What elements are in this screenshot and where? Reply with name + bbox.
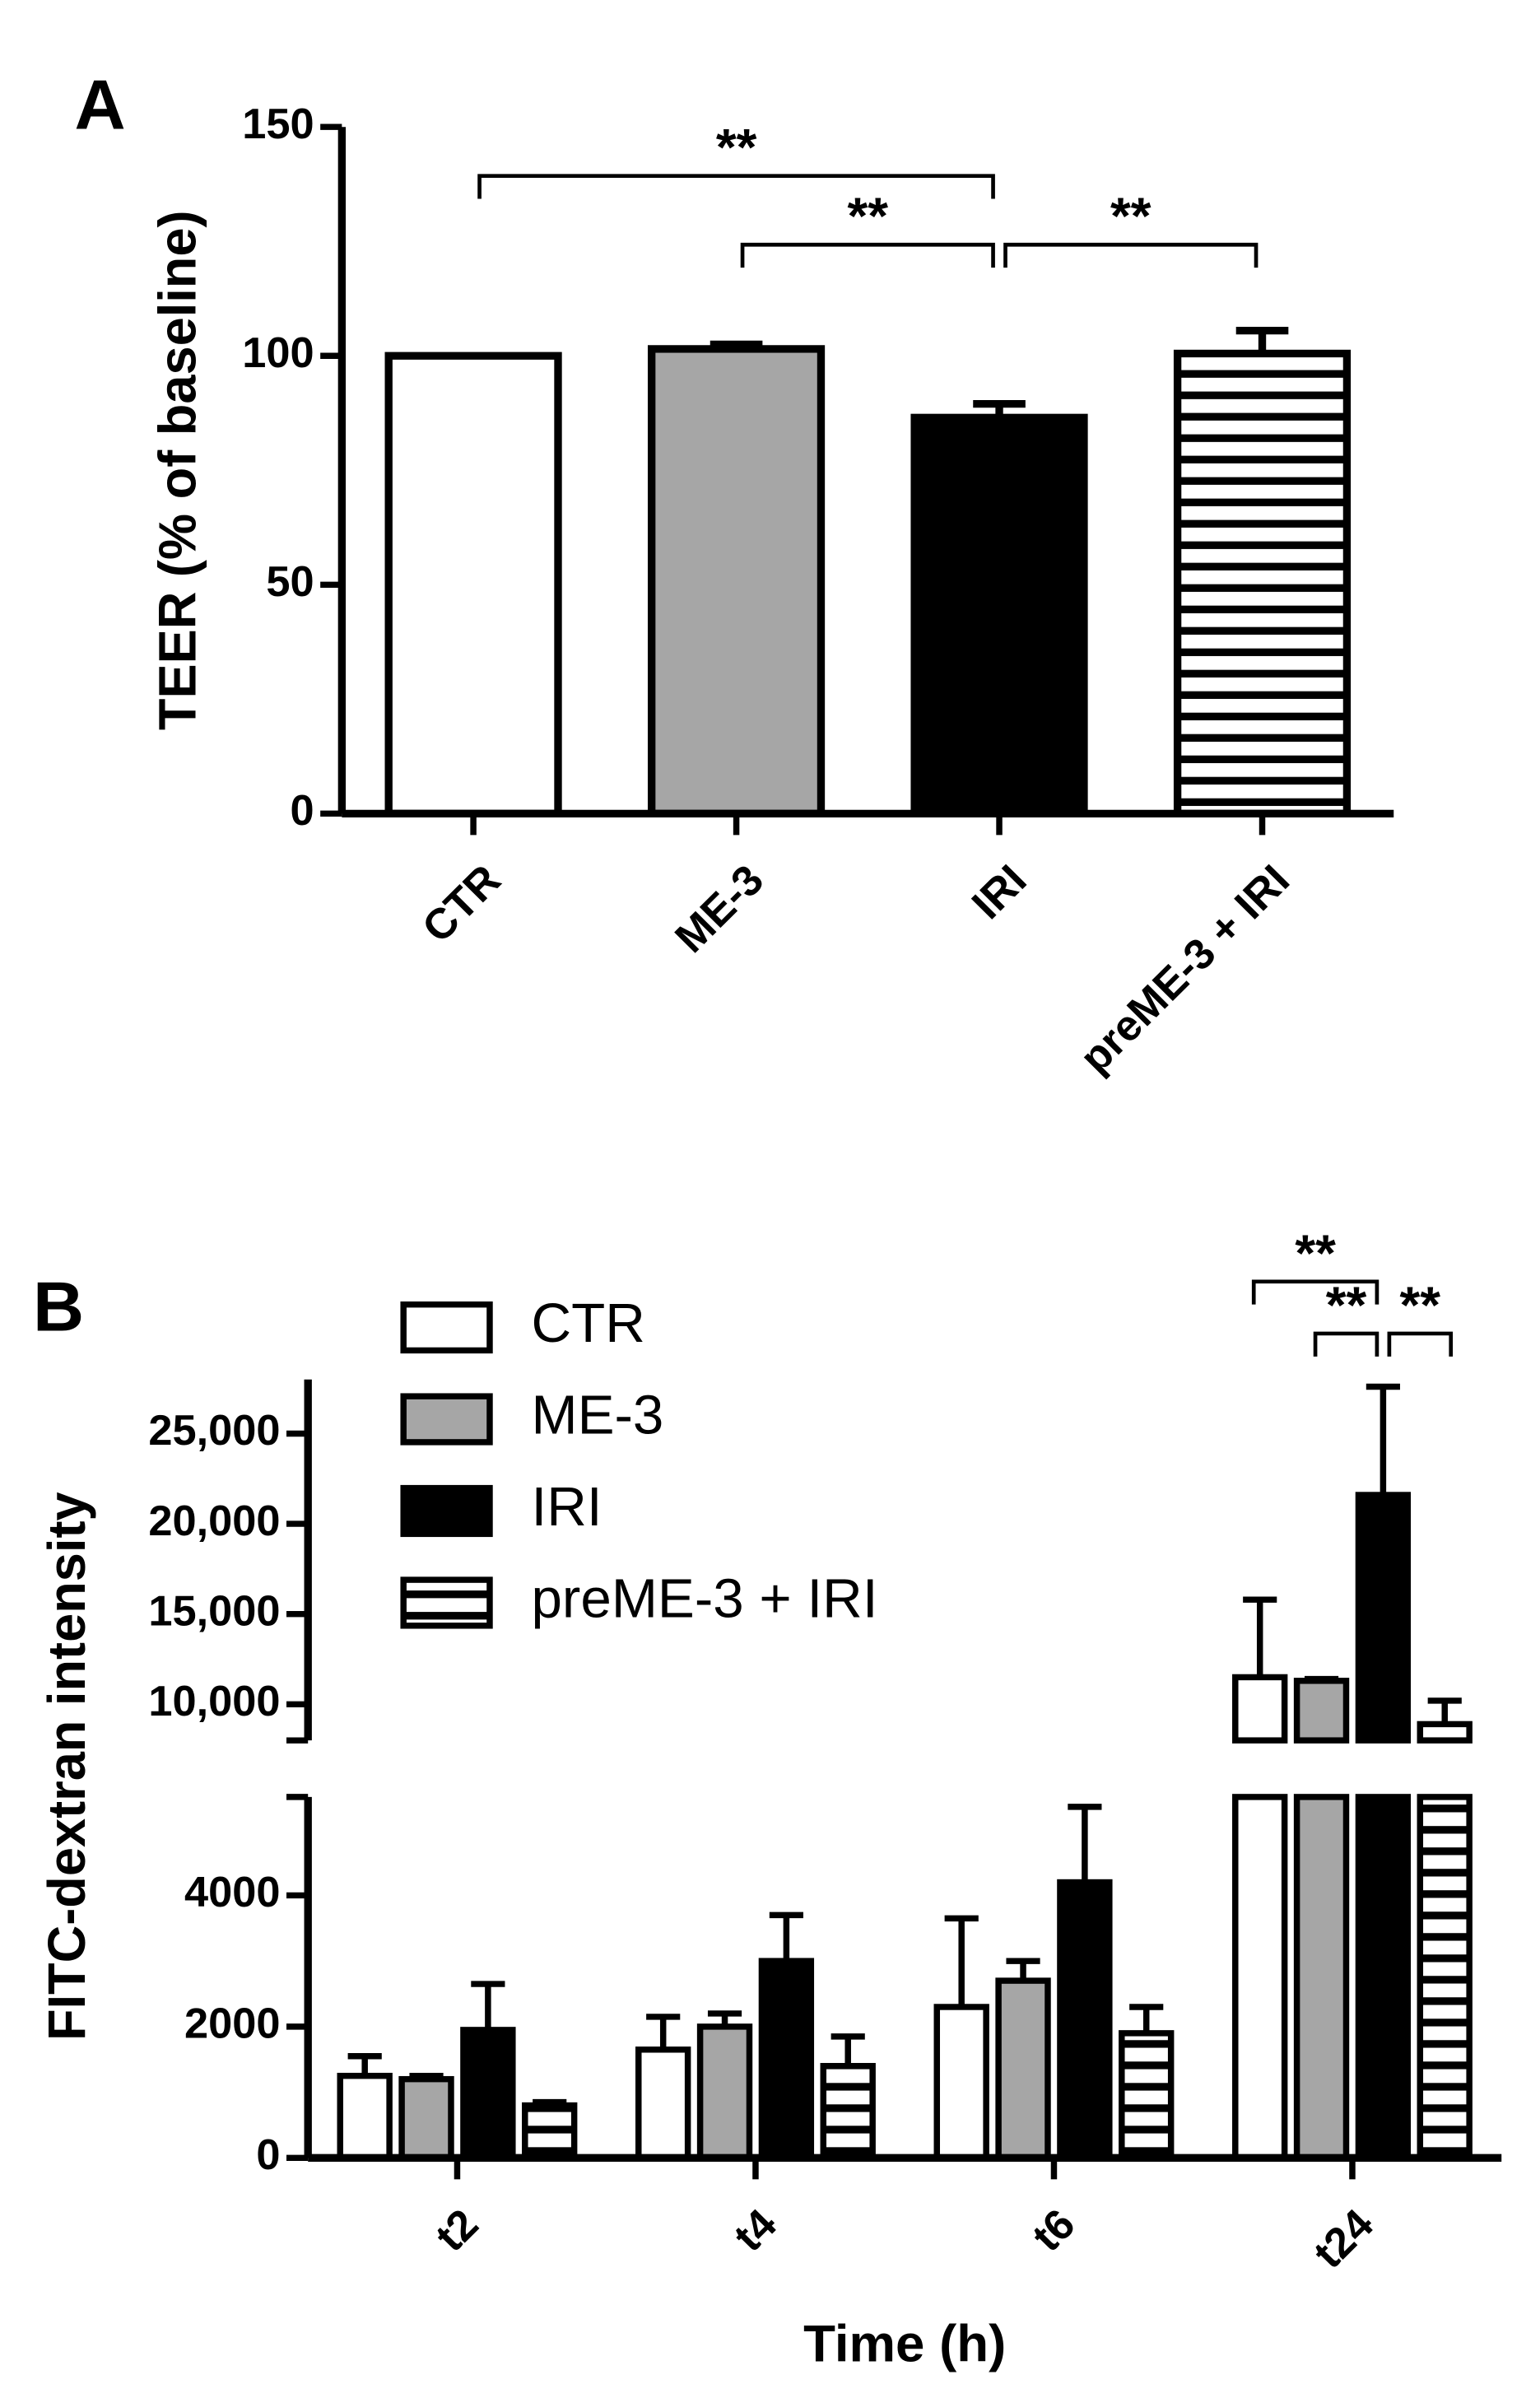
legend-label: IRI	[531, 1476, 602, 1538]
y-axis-label: FITC-dextran intensity	[39, 1492, 96, 2041]
y-tick-label: 2000	[184, 2000, 281, 2048]
x-tick-label: t24	[1305, 2200, 1383, 2278]
legend-label: ME-3	[531, 1385, 663, 1446]
significance-bracket	[1313, 1331, 1379, 1357]
y-tick-label: 20,000	[148, 1497, 280, 1545]
legend-swatch	[400, 1576, 493, 1629]
x-tick-label: t4	[725, 2200, 786, 2261]
significance-bracket	[1387, 1331, 1454, 1357]
y-tick-label: 0	[291, 787, 314, 835]
bar-upper	[1293, 1678, 1350, 1744]
bar	[1119, 2030, 1175, 2162]
significance-label: **	[716, 119, 757, 177]
legend-swatch	[400, 1301, 493, 1354]
bar	[1057, 1879, 1113, 2162]
significance-bracket	[477, 174, 995, 199]
legend-label: preME-3 + IRI	[531, 1568, 877, 1630]
bar	[647, 345, 826, 817]
panel-label: B	[33, 1268, 84, 1347]
legend-label: CTR	[531, 1292, 644, 1354]
y-tick-label: 0	[256, 2131, 280, 2179]
y-tick-label: 50	[266, 558, 314, 606]
legend-swatch	[400, 1484, 493, 1538]
legend-swatch	[400, 1393, 493, 1446]
significance-label: **	[1326, 1277, 1367, 1334]
bar	[910, 413, 1088, 817]
bar	[758, 1958, 815, 2162]
bar-upper	[1355, 1492, 1412, 1744]
bar	[933, 2004, 989, 2162]
x-tick-label: ME-3	[666, 856, 773, 962]
y-tick-label: 150	[242, 100, 314, 148]
bar	[820, 2063, 876, 2162]
x-tick-label: IRI	[963, 856, 1035, 929]
x-axis-label: Time (h)	[803, 2316, 1006, 2373]
significance-label: **	[1295, 1225, 1336, 1283]
bar	[696, 2023, 753, 2162]
y-tick-label: 100	[242, 329, 314, 377]
bar-upper	[1417, 1721, 1473, 1744]
y-tick-label: 25,000	[148, 1407, 280, 1455]
bar	[337, 2072, 393, 2162]
bar-upper	[1232, 1674, 1288, 1744]
x-tick-label: preME-3 + IRI	[1071, 856, 1299, 1083]
bar	[384, 352, 562, 817]
y-axis-label: TEER (% of baseline)	[149, 210, 207, 730]
y-tick-label: 15,000	[148, 1588, 280, 1636]
x-tick-label: t6	[1023, 2200, 1084, 2261]
x-tick-label: t2	[426, 2200, 487, 2261]
significance-label: **	[1400, 1277, 1441, 1334]
bar	[635, 2046, 691, 2162]
significance-label: **	[1110, 188, 1152, 245]
panel-label: A	[75, 66, 126, 145]
bar	[995, 1977, 1051, 2162]
bar	[398, 2075, 454, 2162]
bar	[1293, 1794, 1350, 2162]
bar	[522, 2102, 578, 2162]
x-tick-label: CTR	[413, 856, 509, 952]
significance-bracket	[1003, 242, 1259, 268]
significance-bracket	[740, 242, 995, 268]
bar	[1417, 1794, 1473, 2162]
y-tick-label: 4000	[184, 1869, 281, 1916]
bar	[460, 2027, 516, 2162]
bar	[1355, 1794, 1412, 2162]
significance-bracket	[1251, 1279, 1379, 1305]
bar	[1173, 349, 1352, 817]
significance-label: **	[848, 188, 889, 245]
y-tick-label: 10,000	[148, 1678, 280, 1725]
bar	[1232, 1794, 1288, 2162]
